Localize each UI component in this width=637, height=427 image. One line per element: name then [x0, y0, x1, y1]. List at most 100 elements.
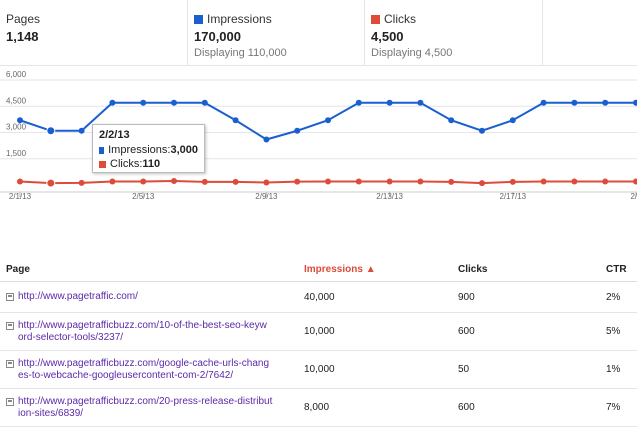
- data-point: [479, 180, 485, 187]
- cell-ctr: 1%: [600, 350, 637, 389]
- stat-pages[interactable]: Pages 1,148: [0, 0, 188, 65]
- data-point: [448, 117, 455, 124]
- cell-ctr: 2%: [600, 281, 637, 313]
- data-point: [78, 179, 85, 186]
- data-point: [201, 178, 208, 185]
- data-point: [294, 127, 301, 134]
- stat-value: 4,500: [371, 29, 404, 44]
- y-tick-label: 6,000: [6, 70, 27, 79]
- data-point: [417, 99, 424, 106]
- data-point: [479, 127, 485, 134]
- data-point: [325, 117, 331, 124]
- data-point: [386, 99, 393, 106]
- data-point: [263, 179, 270, 186]
- data-point: [325, 178, 331, 185]
- tooltip-clicks-label: Clicks:: [110, 158, 143, 170]
- tooltip-date: 2/2/13: [99, 129, 130, 141]
- data-point: [140, 99, 147, 106]
- header-ctr[interactable]: CTR: [600, 258, 637, 282]
- page-icon: [6, 321, 14, 330]
- data-point: [263, 136, 270, 143]
- page-link[interactable]: http://www.pagetrafficbuzz.com/20-press-…: [18, 395, 273, 419]
- data-point: [540, 99, 547, 106]
- stat-label: Impressions: [207, 12, 272, 26]
- header-impressions[interactable]: Impressions ▲: [298, 258, 452, 282]
- data-point: [140, 178, 147, 185]
- data-point: [46, 126, 56, 136]
- data-point: [386, 178, 393, 185]
- page-icon: [6, 293, 14, 301]
- x-tick-label: 2/13/13: [376, 192, 403, 201]
- data-point: [417, 178, 424, 185]
- clicks-swatch-icon: [371, 14, 380, 24]
- x-tick-label: 2/5/13: [132, 192, 155, 201]
- stat-label: Pages: [6, 12, 41, 26]
- stat-sub: Displaying 4,500: [371, 47, 453, 59]
- data-point: [571, 99, 578, 106]
- data-point: [78, 127, 85, 134]
- data-point: [109, 178, 116, 185]
- stat-label: Clicks: [384, 12, 416, 26]
- stat-value: 170,000: [194, 29, 241, 44]
- page-link[interactable]: http://www.pagetraffic.com/: [18, 291, 138, 302]
- page-icon: [6, 359, 14, 368]
- y-tick-label: 1,500: [6, 149, 27, 158]
- data-point: [17, 178, 23, 185]
- x-tick-label: 2/17/13: [499, 192, 526, 201]
- tooltip-clicks-value: 110: [142, 158, 161, 170]
- data-point: [571, 178, 578, 185]
- page-link[interactable]: http://www.pagetrafficbuzz.com/google-ca…: [18, 357, 270, 381]
- page-link[interactable]: http://www.pagetrafficbuzz.com/10-of-the…: [18, 319, 267, 343]
- cell-clicks: 600: [452, 312, 600, 351]
- table-row: http://www.pagetrafficbuzz.com/google-ca…: [0, 350, 637, 389]
- data-point: [633, 178, 637, 185]
- x-tick-label: 2/1/13: [9, 192, 32, 201]
- y-tick-label: 4,500: [6, 96, 27, 105]
- y-tick-label: 3,000: [6, 123, 27, 132]
- cell-impressions: 40,000: [298, 281, 452, 313]
- stat-impressions[interactable]: Impressions 170,000 Displaying 110,000: [188, 0, 365, 65]
- pages-table: Page Impressions ▲ Clicks CTR http://www…: [0, 258, 637, 427]
- cell-impressions: 10,000: [298, 312, 452, 351]
- x-tick-label: 2/2: [630, 192, 637, 201]
- data-point: [109, 99, 116, 106]
- data-point: [540, 178, 547, 185]
- data-point: [232, 178, 239, 185]
- impressions-swatch-icon: [194, 14, 203, 24]
- data-point: [602, 178, 609, 185]
- data-point: [232, 117, 239, 124]
- header-clicks[interactable]: Clicks: [452, 258, 600, 282]
- data-point: [294, 178, 301, 185]
- stat-sub: Displaying 110,000: [194, 47, 287, 59]
- data-point: [602, 99, 609, 106]
- chart-tooltip: 2/2/13 Impressions: 3,000 Clicks: 110: [92, 124, 205, 173]
- stat-value: 1,148: [6, 29, 39, 44]
- data-point: [355, 99, 362, 106]
- cell-clicks: 900: [452, 281, 600, 313]
- data-point: [171, 177, 177, 184]
- stat-clicks[interactable]: Clicks 4,500 Displaying 4,500: [365, 0, 543, 65]
- line-chart[interactable]: 6,000 4,500 3,000 1,500 2/1/13 2/5/13 2/9/13 2/…: [0, 70, 637, 215]
- cell-impressions: 10,000: [298, 350, 452, 389]
- data-point: [448, 178, 455, 185]
- table-header-row: Page Impressions ▲ Clicks CTR: [0, 258, 637, 282]
- tooltip-impressions-label: Impressions:: [108, 144, 171, 156]
- x-tick-label: 2/9/13: [255, 192, 278, 201]
- clicks-swatch-icon: [99, 160, 106, 168]
- data-point: [509, 117, 516, 124]
- data-point: [46, 178, 56, 188]
- cell-clicks: 50: [452, 350, 600, 389]
- data-point: [17, 117, 23, 124]
- table-row: http://www.pagetrafficbuzz.com/10-of-the…: [0, 312, 637, 351]
- data-point: [509, 178, 516, 185]
- data-point: [633, 99, 637, 106]
- data-point: [201, 99, 208, 106]
- table-row: http://www.pagetraffic.com/ 40,000 900 2…: [0, 281, 637, 313]
- data-point: [171, 99, 177, 106]
- cell-ctr: 5%: [600, 312, 637, 351]
- page-icon: [6, 397, 14, 406]
- stats-bar: Pages 1,148 Impressions 170,000 Displayi…: [0, 0, 637, 66]
- tooltip-impressions-value: 3,000: [170, 144, 198, 156]
- header-page[interactable]: Page: [0, 258, 298, 282]
- impressions-swatch-icon: [99, 146, 105, 154]
